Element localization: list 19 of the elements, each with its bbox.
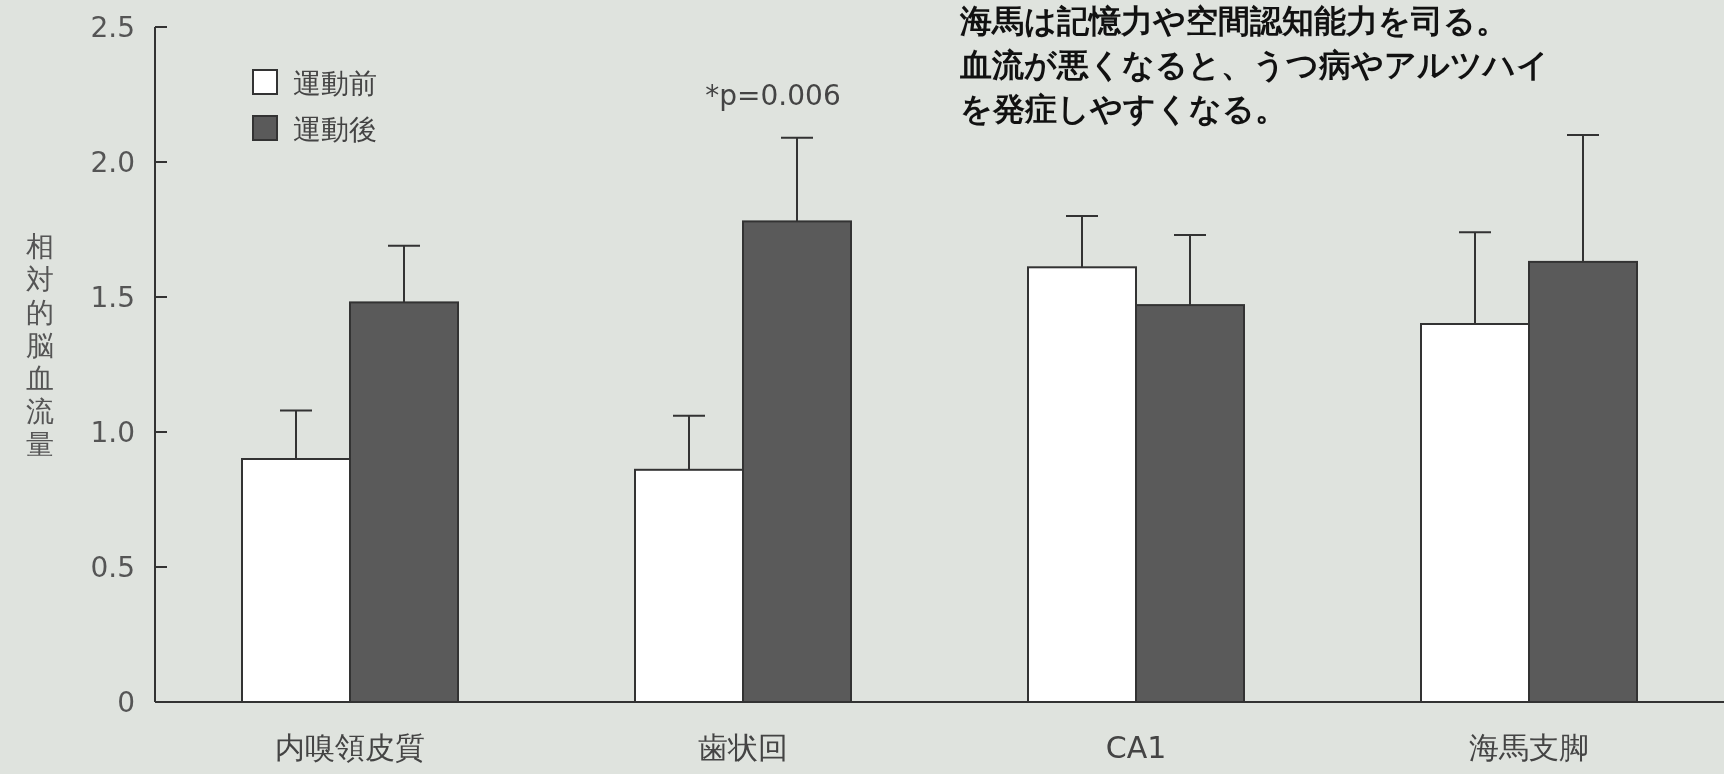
y-tick-label: 1.5 [90, 281, 135, 314]
annotation: *p=0.006 [705, 79, 841, 112]
annotation: を発症しやすくなる。 [960, 90, 1287, 128]
y-axis-title: 相対的脳血流量 [26, 230, 54, 461]
legend-item: 運動後 [252, 113, 377, 146]
y-tick-label: 2.5 [90, 11, 135, 44]
x-tick-label: 歯状回 [698, 730, 788, 765]
y-tick-label: 0.5 [90, 551, 135, 584]
y-tick-label: 0 [117, 686, 135, 719]
y-tick-label: 1.0 [90, 416, 135, 449]
annotation: 血流が悪くなると、うつ病やアルツハイ [959, 46, 1549, 84]
x-tick-label: CA1 [1105, 730, 1167, 765]
x-tick-label: 内嗅領皮質 [275, 730, 425, 765]
legend-item: 運動前 [252, 67, 377, 100]
annotation: 海馬は記憶力や空間認知能力を司る。 [959, 2, 1508, 40]
legend-label: 運動前 [293, 67, 377, 100]
x-tick-label: 海馬支脚 [1469, 730, 1589, 765]
y-tick-label: 2.0 [90, 146, 135, 179]
legend-label: 運動後 [293, 113, 377, 146]
